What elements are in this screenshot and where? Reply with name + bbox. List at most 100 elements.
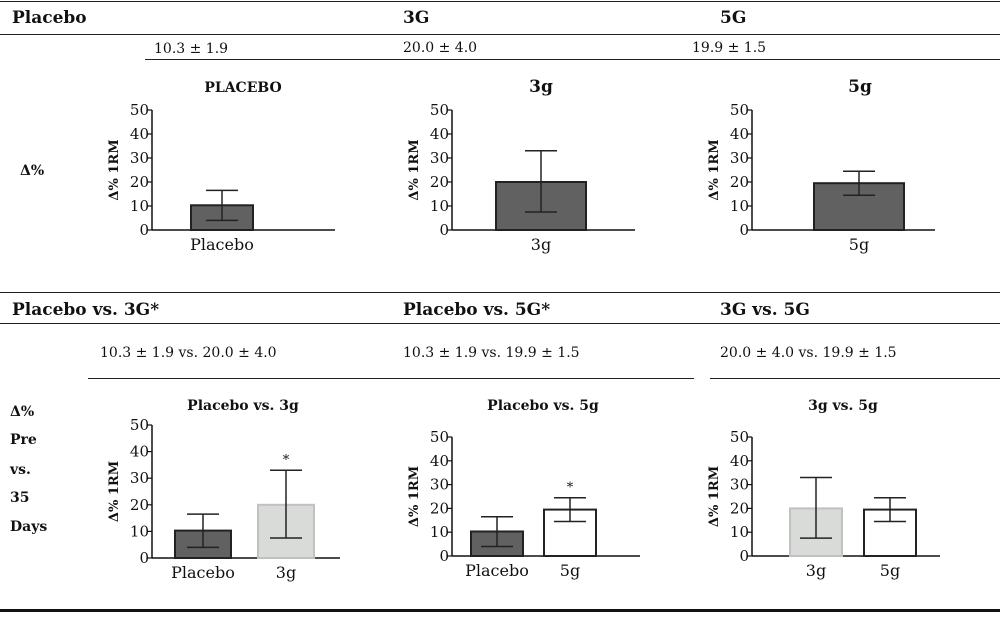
y-tick-label: 10 <box>730 523 749 541</box>
y-tick-label: 50 <box>730 101 749 119</box>
chart-placebo: PLACEBO Δ% 1RM 0 10 20 30 40 50 Placebo <box>107 80 335 254</box>
y-tick-label: 10 <box>130 522 149 540</box>
stat-5g: 19.9 ± 1.5 <box>692 40 767 56</box>
rule <box>388 323 694 324</box>
y-tick-label: 0 <box>739 547 749 565</box>
x-tick-label: Placebo <box>465 561 529 580</box>
y-tick-label: 50 <box>130 416 149 434</box>
y-tick-label: 10 <box>430 197 449 215</box>
header-3g-vs-5g: 3G vs. 5G <box>720 300 810 320</box>
y-tick-label: 20 <box>430 173 449 191</box>
x-tick-label: 5g <box>560 561 580 580</box>
rule <box>388 34 694 35</box>
chart-placebo-vs-5g: Placebo vs. 5g Δ% 1RM 0 10 20 30 40 50 Placebo 5g… <box>407 398 640 580</box>
chart-title: Placebo vs. 5g <box>487 398 599 414</box>
row2-label-days: Days <box>10 519 48 535</box>
x-tick-label: Placebo <box>190 235 254 254</box>
x-tick-label: Placebo <box>171 563 235 582</box>
y-tick-label: 30 <box>430 476 449 494</box>
x-tick-label: 3g <box>276 563 296 582</box>
y-tick-label: 0 <box>439 547 449 565</box>
y-tick-label: 20 <box>130 173 149 191</box>
chart-3g-vs-5g: 3g vs. 5g Δ% 1RM 0 10 20 30 40 50 3g 5g <box>707 398 940 580</box>
stat-3g-vs-5g: 20.0 ± 4.0 vs. 19.9 ± 1.5 <box>720 345 897 361</box>
header-5g: 5G <box>720 8 747 28</box>
header-placebo-vs-3g: Placebo vs. 3G* <box>12 300 160 320</box>
chart-title: PLACEBO <box>204 80 281 96</box>
significance-marker: * <box>283 453 290 468</box>
row2-label-35: 35 <box>10 490 30 506</box>
y-tick-label: 0 <box>139 221 149 239</box>
chart-5g: 5g Δ% 1RM 0 10 20 30 40 50 5g <box>707 77 935 254</box>
y-tick-label: 20 <box>430 499 449 517</box>
y-tick-label: 20 <box>730 499 749 517</box>
section-rule <box>0 292 1000 293</box>
y-tick-label: 30 <box>130 469 149 487</box>
header-placebo: Placebo <box>12 8 87 28</box>
y-tick-label: 50 <box>430 428 449 446</box>
rule <box>145 59 388 60</box>
stat-placebo: 10.3 ± 1.9 <box>154 41 229 57</box>
top-rule <box>0 1 1000 2</box>
chart-title: Placebo vs. 3g <box>187 398 299 414</box>
significance-marker: * <box>567 481 574 496</box>
rule <box>694 34 1000 35</box>
chart-title: 5g <box>848 77 872 97</box>
header-3g: 3G <box>403 8 430 28</box>
y-tick-label: 20 <box>130 496 149 514</box>
y-tick-label: 0 <box>439 221 449 239</box>
chart-title: 3g vs. 5g <box>808 398 878 414</box>
rule <box>0 34 388 35</box>
y-tick-label: 40 <box>130 125 149 143</box>
y-tick-label: 0 <box>739 221 749 239</box>
y-tick-label: 20 <box>730 173 749 191</box>
y-axis-label: Δ% 1RM <box>707 139 722 200</box>
stat-3g: 20.0 ± 4.0 <box>403 40 478 56</box>
x-tick-label: 3g <box>531 235 551 254</box>
y-tick-label: 30 <box>730 149 749 167</box>
y-tick-label: 50 <box>730 428 749 446</box>
bar <box>543 508 597 557</box>
y-axis-label: Δ% 1RM <box>107 461 122 522</box>
y-tick-label: 40 <box>130 443 149 461</box>
y-tick-label: 40 <box>730 452 749 470</box>
y-tick-label: 30 <box>430 149 449 167</box>
y-tick-label: 30 <box>130 149 149 167</box>
row2-label-vs: vs. <box>10 462 31 478</box>
stat-placebo-vs-3g: 10.3 ± 1.9 vs. 20.0 ± 4.0 <box>100 345 277 361</box>
y-axis-label: Δ% 1RM <box>707 466 722 527</box>
y-axis-label: Δ% 1RM <box>407 139 422 200</box>
rule <box>88 378 388 379</box>
row2-label-pre: Pre <box>10 432 37 448</box>
chart-placebo-vs-3g: Placebo vs. 3g Δ% 1RM 0 10 20 30 40 50 Placebo 3g… <box>107 398 340 582</box>
x-tick-label: 3g <box>806 561 826 580</box>
rule <box>388 59 694 60</box>
y-tick-label: 40 <box>730 125 749 143</box>
rule <box>694 59 1000 60</box>
y-axis-label: Δ% 1RM <box>407 466 422 527</box>
bar <box>863 508 917 557</box>
y-tick-label: 40 <box>430 452 449 470</box>
chart-3g: 3g Δ% 1RM 0 10 20 30 40 50 3g <box>407 77 635 254</box>
header-placebo-vs-5g: Placebo vs. 5G* <box>403 300 551 320</box>
rule <box>0 323 388 324</box>
rule <box>710 378 1000 379</box>
stat-placebo-vs-5g: 10.3 ± 1.9 vs. 19.9 ± 1.5 <box>403 345 580 361</box>
x-tick-label: 5g <box>849 235 869 254</box>
rule <box>388 378 694 379</box>
y-tick-label: 0 <box>139 549 149 567</box>
row1-label: Δ% <box>20 163 45 179</box>
y-tick-label: 50 <box>430 101 449 119</box>
y-axis-label: Δ% 1RM <box>107 139 122 200</box>
y-tick-label: 40 <box>430 125 449 143</box>
bottom-rule <box>0 609 1000 612</box>
rule <box>694 323 1000 324</box>
y-tick-label: 10 <box>430 523 449 541</box>
y-tick-label: 10 <box>730 197 749 215</box>
y-tick-label: 50 <box>130 101 149 119</box>
y-tick-label: 30 <box>730 476 749 494</box>
x-tick-label: 5g <box>880 561 900 580</box>
y-tick-label: 10 <box>130 197 149 215</box>
chart-title: 3g <box>529 77 553 97</box>
row2-label-delta: Δ% <box>10 404 35 420</box>
